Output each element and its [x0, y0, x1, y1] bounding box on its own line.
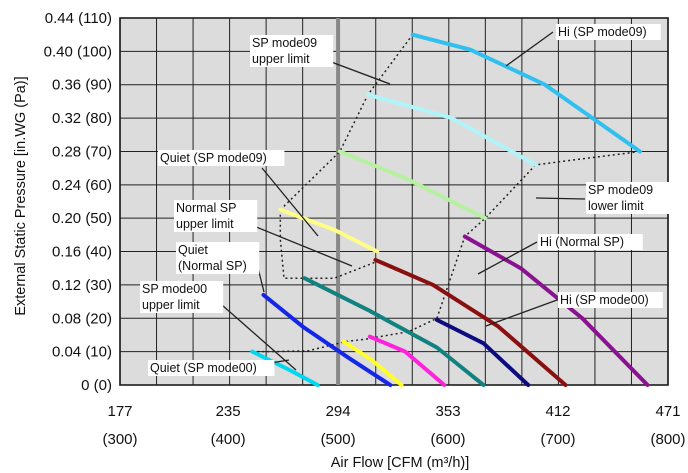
annotation-leader	[213, 297, 297, 371]
y-tick-label: 0.20 (50)	[52, 210, 112, 227]
limit-line	[279, 209, 382, 279]
annotation-leader	[477, 241, 538, 275]
series-line	[367, 334, 447, 387]
limit-line	[252, 317, 438, 353]
x-tick-label: 353	[436, 403, 461, 420]
y-tick-label: 0.36 (90)	[52, 77, 112, 94]
series-line	[337, 149, 488, 221]
annotation-label: Hi (Normal SP)	[540, 235, 624, 249]
series-line	[373, 257, 568, 387]
annotation-label: Hi (SP mode00)	[560, 293, 649, 307]
annotation-bg	[140, 281, 224, 313]
annotation-bg	[174, 200, 258, 232]
y-tick-label: 0.32 (80)	[52, 110, 112, 127]
grid-lines	[120, 17, 668, 386]
series-line	[250, 349, 320, 387]
annotation-label: upper limit	[252, 52, 310, 66]
y-tick-label: 0.16 (40)	[52, 244, 112, 261]
y-tick-label: 0.04 (10)	[52, 344, 112, 361]
annotation-bg	[250, 35, 334, 67]
annotation-bg	[538, 234, 643, 250]
annotation-leader	[261, 167, 319, 237]
series-line	[278, 207, 380, 254]
annotation-label: Quiet (SP mode09)	[160, 151, 267, 165]
annotation-bg	[158, 150, 285, 166]
annotation-bg	[148, 360, 275, 376]
y-tick-label: 0.40 (100)	[44, 43, 112, 60]
x-tick-sublabel: (600)	[431, 431, 466, 448]
series-line	[462, 234, 650, 387]
x-tick-label: 235	[216, 403, 241, 420]
series-line	[341, 339, 404, 387]
x-axis-title: Air Flow [CFM (m³/h)]	[331, 455, 470, 471]
annotation-label: SP mode09	[588, 183, 653, 197]
y-tick-label: 0.08 (20)	[52, 310, 112, 327]
annotation-label: upper limit	[142, 298, 200, 312]
annotation-leader	[535, 197, 586, 200]
annotation-label: Quiet (SP mode00)	[150, 361, 257, 375]
y-tick-label: 0.12 (30)	[52, 277, 112, 294]
annotation-leader	[485, 299, 558, 327]
series-line	[410, 32, 642, 154]
x-tick-sublabel: (700)	[541, 431, 576, 448]
annotation-leader	[243, 221, 353, 267]
annotation-label: SP mode09	[252, 36, 317, 50]
x-tick-label: 471	[655, 403, 680, 420]
annotation-bg	[586, 182, 670, 214]
annotation-bg	[556, 24, 661, 40]
annotation-leader	[505, 31, 554, 67]
annotation-label: SP mode00	[142, 282, 207, 296]
x-tick-sublabel: (500)	[321, 431, 356, 448]
series-line	[302, 276, 486, 387]
x-tick-label: 177	[107, 403, 132, 420]
series-line	[434, 317, 531, 387]
x-tick-labels: 177 (300) 235 (400) 294 (500) 353 (600) 412 (700)…	[102, 403, 685, 448]
x-tick-sublabel: (800)	[650, 431, 685, 448]
series-line	[261, 292, 393, 387]
annotations: Hi (SP mode09) SP mode09 upper limit Quiet …	[140, 24, 670, 376]
annotation-label: Normal SP	[176, 201, 236, 215]
annotation-bg	[558, 292, 663, 308]
annotation-label: Hi (SP mode09)	[558, 25, 647, 39]
limit-line	[279, 34, 414, 211]
x-tick-label: 294	[326, 403, 351, 420]
x-tick-sublabel: (400)	[211, 431, 246, 448]
annotation-bg	[176, 242, 260, 274]
y-tick-label: 0.24 (60)	[52, 177, 112, 194]
x-tick-sublabel: (300)	[102, 431, 137, 448]
y-tick-label: 0.28 (70)	[52, 143, 112, 160]
annotation-label: (Normal SP)	[178, 259, 247, 273]
series-line	[365, 92, 538, 167]
x-tick-label: 412	[546, 403, 571, 420]
annotation-label: upper limit	[176, 217, 234, 231]
y-axis-title: External Static Pressure [in.WG (Pa)]	[13, 76, 29, 315]
fan-curves	[250, 32, 650, 387]
y-tick-label: 0.44 (110)	[45, 10, 112, 27]
y-tick-label: 0 (0)	[81, 377, 112, 394]
y-tick-labels: 0 (0) 0.04 (10) 0.08 (20) 0.12 (30) 0.16 (40…	[44, 10, 112, 394]
limit-lines	[252, 34, 641, 353]
annotation-label: lower limit	[588, 199, 644, 213]
annotation-label: Quiet	[178, 243, 208, 257]
